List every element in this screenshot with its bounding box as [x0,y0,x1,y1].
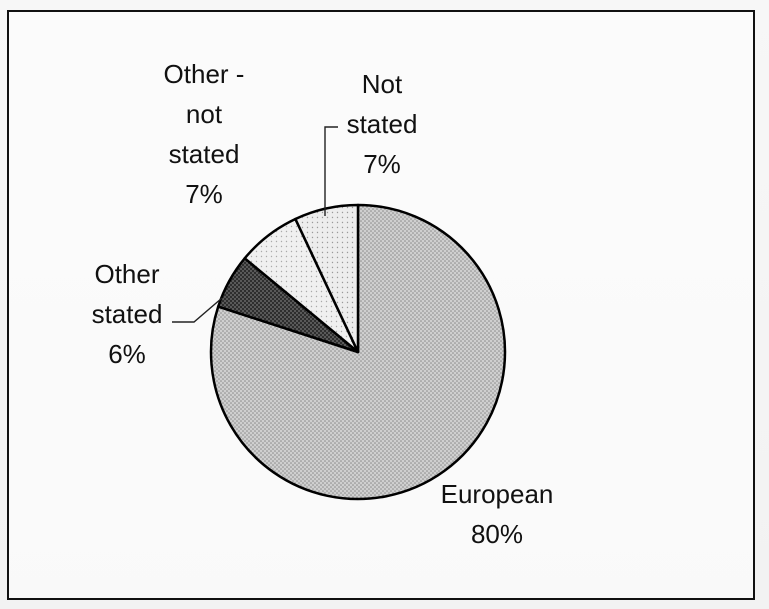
slice-label: Other stated 6% [92,259,163,369]
slice-name-label: Not [362,69,403,99]
slice-not-stated [294,203,360,354]
pie-slices [209,203,507,501]
slice-name-label: stated [347,109,418,139]
slice-name-label: Other - [164,59,245,89]
leader-line [172,297,223,323]
leader-lines [172,126,338,323]
leader-line [324,126,338,216]
slice-label: Other - not stated 7% [164,59,245,209]
slice-value-label: 7% [363,149,401,179]
slice-label: Not stated 7% [347,69,418,179]
slice-name-label: stated [169,139,240,169]
slice-label: European 80% [441,479,554,549]
slice-labels: European 80% Other stated 6% Other - not stated… [92,59,554,549]
slice-value-label: 80% [471,519,523,549]
slice-name-label: not [186,99,223,129]
slice-name-label: stated [92,299,163,329]
slice-value-label: 6% [108,339,146,369]
slice-value-label: 7% [185,179,223,209]
slice-name-label: Other [94,259,159,289]
slice-name-label: European [441,479,554,509]
